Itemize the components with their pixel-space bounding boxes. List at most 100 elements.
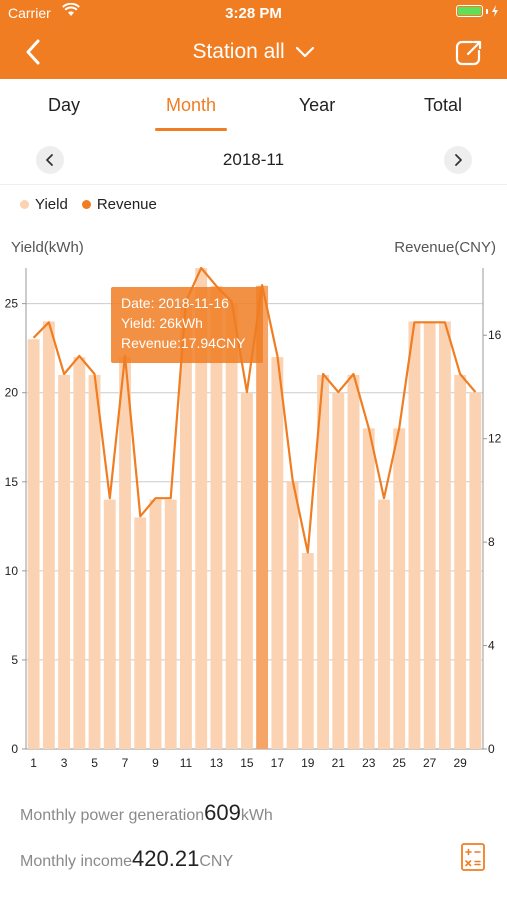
- yield-bar: [393, 428, 406, 749]
- tab-total[interactable]: Total: [423, 95, 463, 115]
- previous-month-button[interactable]: [36, 146, 64, 174]
- left-tick-label: 20: [5, 386, 19, 400]
- status-bar: Carrier 3:28 PM: [0, 0, 507, 26]
- tooltip-revenue: Revenue:17.94CNY: [121, 335, 246, 351]
- power-unit: kWh: [240, 807, 273, 824]
- yield-bar: [88, 374, 101, 749]
- x-tick-label: 7: [122, 756, 129, 770]
- x-tick-label: 1: [30, 756, 37, 770]
- x-tick-label: 11: [180, 756, 193, 770]
- x-tick-label: 27: [423, 756, 437, 770]
- app-header: Carrier 3:28 PM Station all: [0, 0, 507, 79]
- left-tick-label: 10: [5, 564, 19, 578]
- active-tab-indicator: [155, 128, 227, 131]
- chevron-left-icon: [26, 39, 40, 65]
- battery-icon: [456, 5, 499, 17]
- legend-revenue-label: Revenue: [96, 196, 157, 213]
- yield-bar: [301, 553, 314, 749]
- yield-bar: [195, 268, 208, 749]
- yield-bar: [225, 303, 238, 749]
- left-axis-title: Yield(kWh): [11, 239, 84, 256]
- x-tick-label: 13: [210, 756, 224, 770]
- yield-bar: [180, 303, 192, 749]
- legend-yield-label: Yield: [35, 196, 68, 213]
- power-value: 609: [204, 800, 241, 825]
- chevron-right-icon: [455, 154, 462, 166]
- x-tick-label: 17: [271, 756, 285, 770]
- next-month-button[interactable]: [444, 146, 472, 174]
- income-label: Monthly income: [20, 853, 133, 870]
- right-axis-title: Revenue(CNY): [394, 239, 496, 256]
- calculator-button[interactable]: [461, 843, 485, 871]
- tab-month[interactable]: Month: [165, 95, 217, 115]
- chart-legend: Yield Revenue: [20, 196, 157, 213]
- yield-bar: [134, 517, 147, 749]
- right-tick-label: 8: [488, 535, 495, 549]
- monthly-power-summary: Monthly power generation609kWh: [20, 800, 273, 826]
- carrier-label: Carrier: [8, 5, 51, 21]
- yield-bar: [271, 357, 284, 749]
- yield-bar: [103, 499, 116, 749]
- left-tick-label: 25: [5, 297, 19, 311]
- calculator-icon: [461, 843, 485, 871]
- right-tick-label: 0: [488, 742, 495, 756]
- tab-year[interactable]: Year: [298, 95, 336, 115]
- yield-bar: [58, 374, 71, 749]
- x-tick-label: 23: [362, 756, 376, 770]
- x-tick-label: 21: [332, 756, 346, 770]
- edit-icon: [455, 40, 482, 66]
- chevron-left-icon: [46, 154, 53, 166]
- station-selector[interactable]: Station all: [0, 40, 507, 64]
- period-tabs: Day Month Year Total: [0, 79, 507, 134]
- legend-yield[interactable]: Yield: [20, 196, 68, 213]
- yield-bar: [286, 481, 299, 749]
- yield-bar: [438, 321, 451, 749]
- yield-bar: [378, 499, 390, 749]
- power-label: Monthly power generation: [20, 807, 205, 824]
- left-tick-label: 15: [5, 475, 19, 489]
- back-button[interactable]: [20, 37, 50, 67]
- navbar: Station all: [0, 26, 507, 79]
- right-tick-label: 16: [488, 328, 502, 342]
- edit-button[interactable]: [453, 38, 483, 68]
- yield-bar: [27, 339, 40, 749]
- yield-bar: [119, 357, 131, 749]
- yield-bar: [317, 374, 329, 749]
- yield-bar: [347, 374, 360, 749]
- status-time: 3:28 PM: [225, 5, 282, 22]
- yield-bar: [210, 285, 223, 749]
- x-tick-label: 25: [393, 756, 407, 770]
- right-tick-label: 4: [488, 639, 495, 653]
- income-value: 420.21: [132, 846, 200, 871]
- x-tick-label: 3: [61, 756, 68, 770]
- x-tick-label: 9: [152, 756, 159, 770]
- left-tick-label: 5: [11, 653, 18, 667]
- yield-bar: [42, 321, 55, 749]
- tab-day[interactable]: Day: [47, 95, 80, 115]
- yield-bar: [423, 321, 436, 749]
- yield-bar: [240, 392, 253, 749]
- yield-bar: [408, 321, 421, 749]
- right-tick-label: 12: [488, 432, 502, 446]
- tooltip-yield: Yield: 26kWh: [121, 315, 203, 331]
- x-tick-label: 19: [301, 756, 315, 770]
- revenue-swatch-icon: [81, 200, 91, 209]
- yield-swatch-icon: [20, 200, 29, 209]
- yield-bar: [164, 499, 177, 749]
- chart-tooltip: Date: 2018-11-16 Yield: 26kWh Revenue:17…: [111, 287, 263, 363]
- page-title: Station all: [192, 40, 285, 63]
- date-navigator: 2018-11: [0, 134, 507, 185]
- legend-revenue[interactable]: Revenue: [81, 196, 157, 213]
- x-tick-label: 5: [91, 756, 98, 770]
- yield-bar: [362, 428, 375, 749]
- yield-bar: [256, 285, 269, 749]
- yield-bar: [332, 392, 345, 749]
- yield-bar: [149, 499, 162, 749]
- tooltip-date: Date: 2018-11-16: [121, 295, 229, 311]
- wifi-icon: [62, 2, 80, 20]
- x-tick-label: 29: [453, 756, 467, 770]
- yield-bar: [73, 357, 86, 749]
- yield-bar: [469, 392, 482, 749]
- yield-bar: [454, 374, 467, 749]
